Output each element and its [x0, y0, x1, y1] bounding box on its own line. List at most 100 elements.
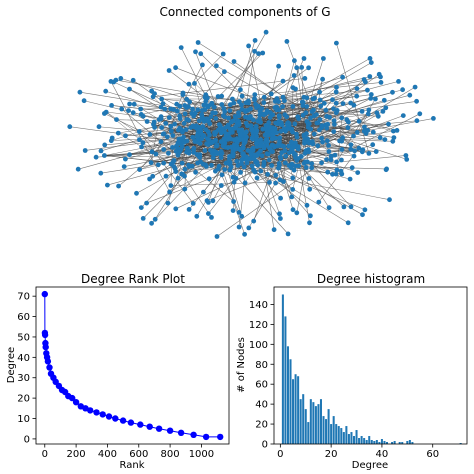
rank-point [190, 431, 197, 438]
network-node [348, 146, 354, 152]
network-edge [209, 53, 259, 124]
network-edge [311, 163, 352, 207]
network-node [307, 220, 312, 226]
network-node [168, 183, 174, 189]
network-node [272, 98, 278, 104]
network-node [127, 86, 132, 92]
network-node [252, 92, 258, 97]
network-node [230, 118, 236, 124]
network-node [373, 96, 378, 102]
network-node [227, 126, 233, 132]
histogram-bar [330, 424, 333, 444]
histogram-bar [309, 399, 312, 444]
network-node [250, 127, 256, 133]
network-node [330, 171, 335, 177]
rank-point [105, 413, 113, 420]
network-edge [210, 76, 370, 117]
histogram-bar [375, 440, 378, 444]
network-node [163, 173, 169, 179]
network-node [258, 168, 264, 174]
network-node [212, 130, 217, 136]
network-node [209, 162, 214, 168]
network-node [149, 149, 155, 155]
rank-point [177, 429, 185, 436]
rank-point [112, 415, 119, 422]
network-node [187, 99, 193, 105]
network-node [236, 137, 242, 143]
network-node [238, 87, 243, 93]
network-node [303, 149, 309, 155]
network-node [174, 101, 180, 107]
network-node [249, 163, 255, 169]
network-node [324, 138, 330, 144]
network-node [244, 154, 250, 160]
network-node [164, 134, 170, 140]
network-node [200, 124, 206, 129]
histogram-bar [325, 419, 328, 444]
network-node [286, 143, 291, 149]
network-panel: Connected components of G [67, 5, 436, 239]
rank-point [93, 409, 100, 416]
network-node [340, 74, 345, 80]
network-node [351, 133, 356, 139]
network-node [367, 56, 373, 61]
network-node [396, 79, 401, 84]
network-node [206, 176, 212, 182]
network-node [295, 146, 301, 152]
network-node [250, 145, 256, 151]
network-node [231, 199, 237, 204]
network-node [121, 164, 127, 170]
network-node [391, 135, 397, 141]
network-node [243, 100, 249, 106]
histogram-bar [284, 316, 287, 444]
network-node [281, 126, 287, 132]
network-edge [206, 165, 296, 202]
network-node [299, 99, 305, 105]
network-node [306, 121, 312, 127]
histogram-panel: Degree histogram 0 20 40 60 0 20 40 60 80 100 120… [236, 272, 468, 471]
network-node [254, 141, 259, 146]
network-edge [212, 185, 222, 201]
network-node [199, 136, 205, 142]
network-node [200, 108, 205, 113]
network-edge [153, 78, 305, 98]
histogram-bar [294, 374, 297, 444]
network-node [134, 190, 139, 196]
rank-plot-series [41, 290, 224, 441]
network-node [233, 176, 239, 181]
network-node [377, 135, 383, 141]
histogram-title: Degree histogram [317, 272, 425, 286]
network-edge [336, 82, 381, 88]
network-edge [194, 53, 224, 84]
network-node [182, 111, 188, 117]
network-node [294, 65, 300, 71]
network-node [208, 102, 214, 107]
network-node [181, 120, 187, 126]
network-node [314, 112, 319, 117]
network-node [221, 138, 227, 144]
histogram-bar [307, 422, 310, 444]
network-node [214, 234, 220, 239]
network-node [137, 137, 142, 143]
network-node [180, 129, 185, 135]
histogram-bar [319, 399, 322, 444]
network-node [180, 92, 186, 98]
network-node [242, 231, 248, 237]
network-node [103, 88, 109, 94]
network-node [332, 122, 337, 127]
network-node [331, 118, 337, 124]
network-node [204, 198, 210, 204]
network-node [75, 166, 81, 172]
network-edge [104, 113, 212, 166]
network-node [193, 169, 199, 175]
network-node [284, 39, 290, 44]
network-node [304, 104, 310, 109]
network-node [230, 96, 235, 102]
histogram-y-label: # of Nodes [236, 337, 247, 393]
network-node [328, 157, 334, 163]
network-edge [247, 110, 276, 124]
network-node [323, 107, 329, 113]
network-node [195, 107, 201, 113]
network-node [366, 151, 372, 156]
